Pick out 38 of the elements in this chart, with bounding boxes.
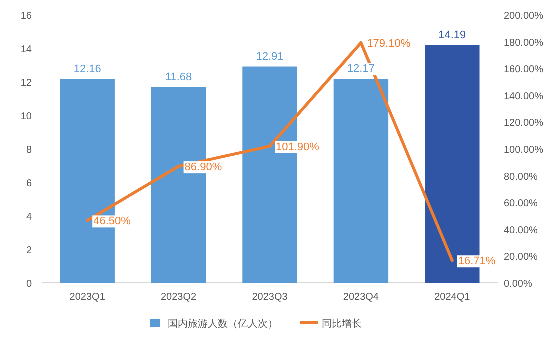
data-label: 12.16 <box>74 63 102 76</box>
data-label: 179.10% <box>367 38 411 50</box>
legend-label: 国内旅游人数（亿人次） <box>168 318 278 330</box>
data-label: 11.68 <box>165 71 192 84</box>
x-tick-label: 2023Q3 <box>252 292 288 303</box>
x-tick-label: 2023Q1 <box>70 292 106 303</box>
data-label: 12.91 <box>256 50 284 63</box>
y2-tick-label: 80.00% <box>504 172 538 183</box>
y2-tick-label: 60.00% <box>504 198 538 210</box>
y2-tick-label: 140.00% <box>504 91 544 102</box>
y2-tick-label: 160.00% <box>504 64 544 76</box>
data-label: 16.71% <box>458 256 496 268</box>
y-tick-label: 4 <box>26 212 32 223</box>
y2-tick-label: 0.00% <box>504 279 532 290</box>
y2-tick-label: 20.00% <box>504 252 538 264</box>
data-label: 12.17 <box>347 63 375 76</box>
y2-tick-label: 180.00% <box>504 38 544 49</box>
y-tick-label: 2 <box>26 246 32 256</box>
x-tick-label: 2024Q1 <box>434 292 471 303</box>
y2-tick-label: 40.00% <box>504 225 538 236</box>
y-tick-label: 16 <box>20 11 32 22</box>
y2-tick-label: 100.00% <box>504 145 544 156</box>
bar <box>334 79 389 283</box>
y2-tick-label: 200.00% <box>504 11 544 22</box>
data-label: 86.90% <box>184 162 222 174</box>
y-tick-label: 12 <box>20 78 32 89</box>
data-label: 46.50% <box>94 216 132 228</box>
data-label: 14.19 <box>438 29 466 42</box>
y-tick-label: 14 <box>20 44 32 56</box>
y2-tick-label: 120.00% <box>504 118 544 130</box>
data-label: 101.90% <box>276 141 320 154</box>
y-tick-label: 0 <box>26 279 32 290</box>
x-tick-label: 2023Q4 <box>343 292 380 303</box>
y-tick-label: 8 <box>26 145 32 156</box>
legend-label: 同比增长 <box>322 318 362 330</box>
y-tick-label: 10 <box>20 112 32 122</box>
x-tick-label: 2023Q2 <box>161 292 198 303</box>
y-tick-label: 6 <box>26 178 32 190</box>
